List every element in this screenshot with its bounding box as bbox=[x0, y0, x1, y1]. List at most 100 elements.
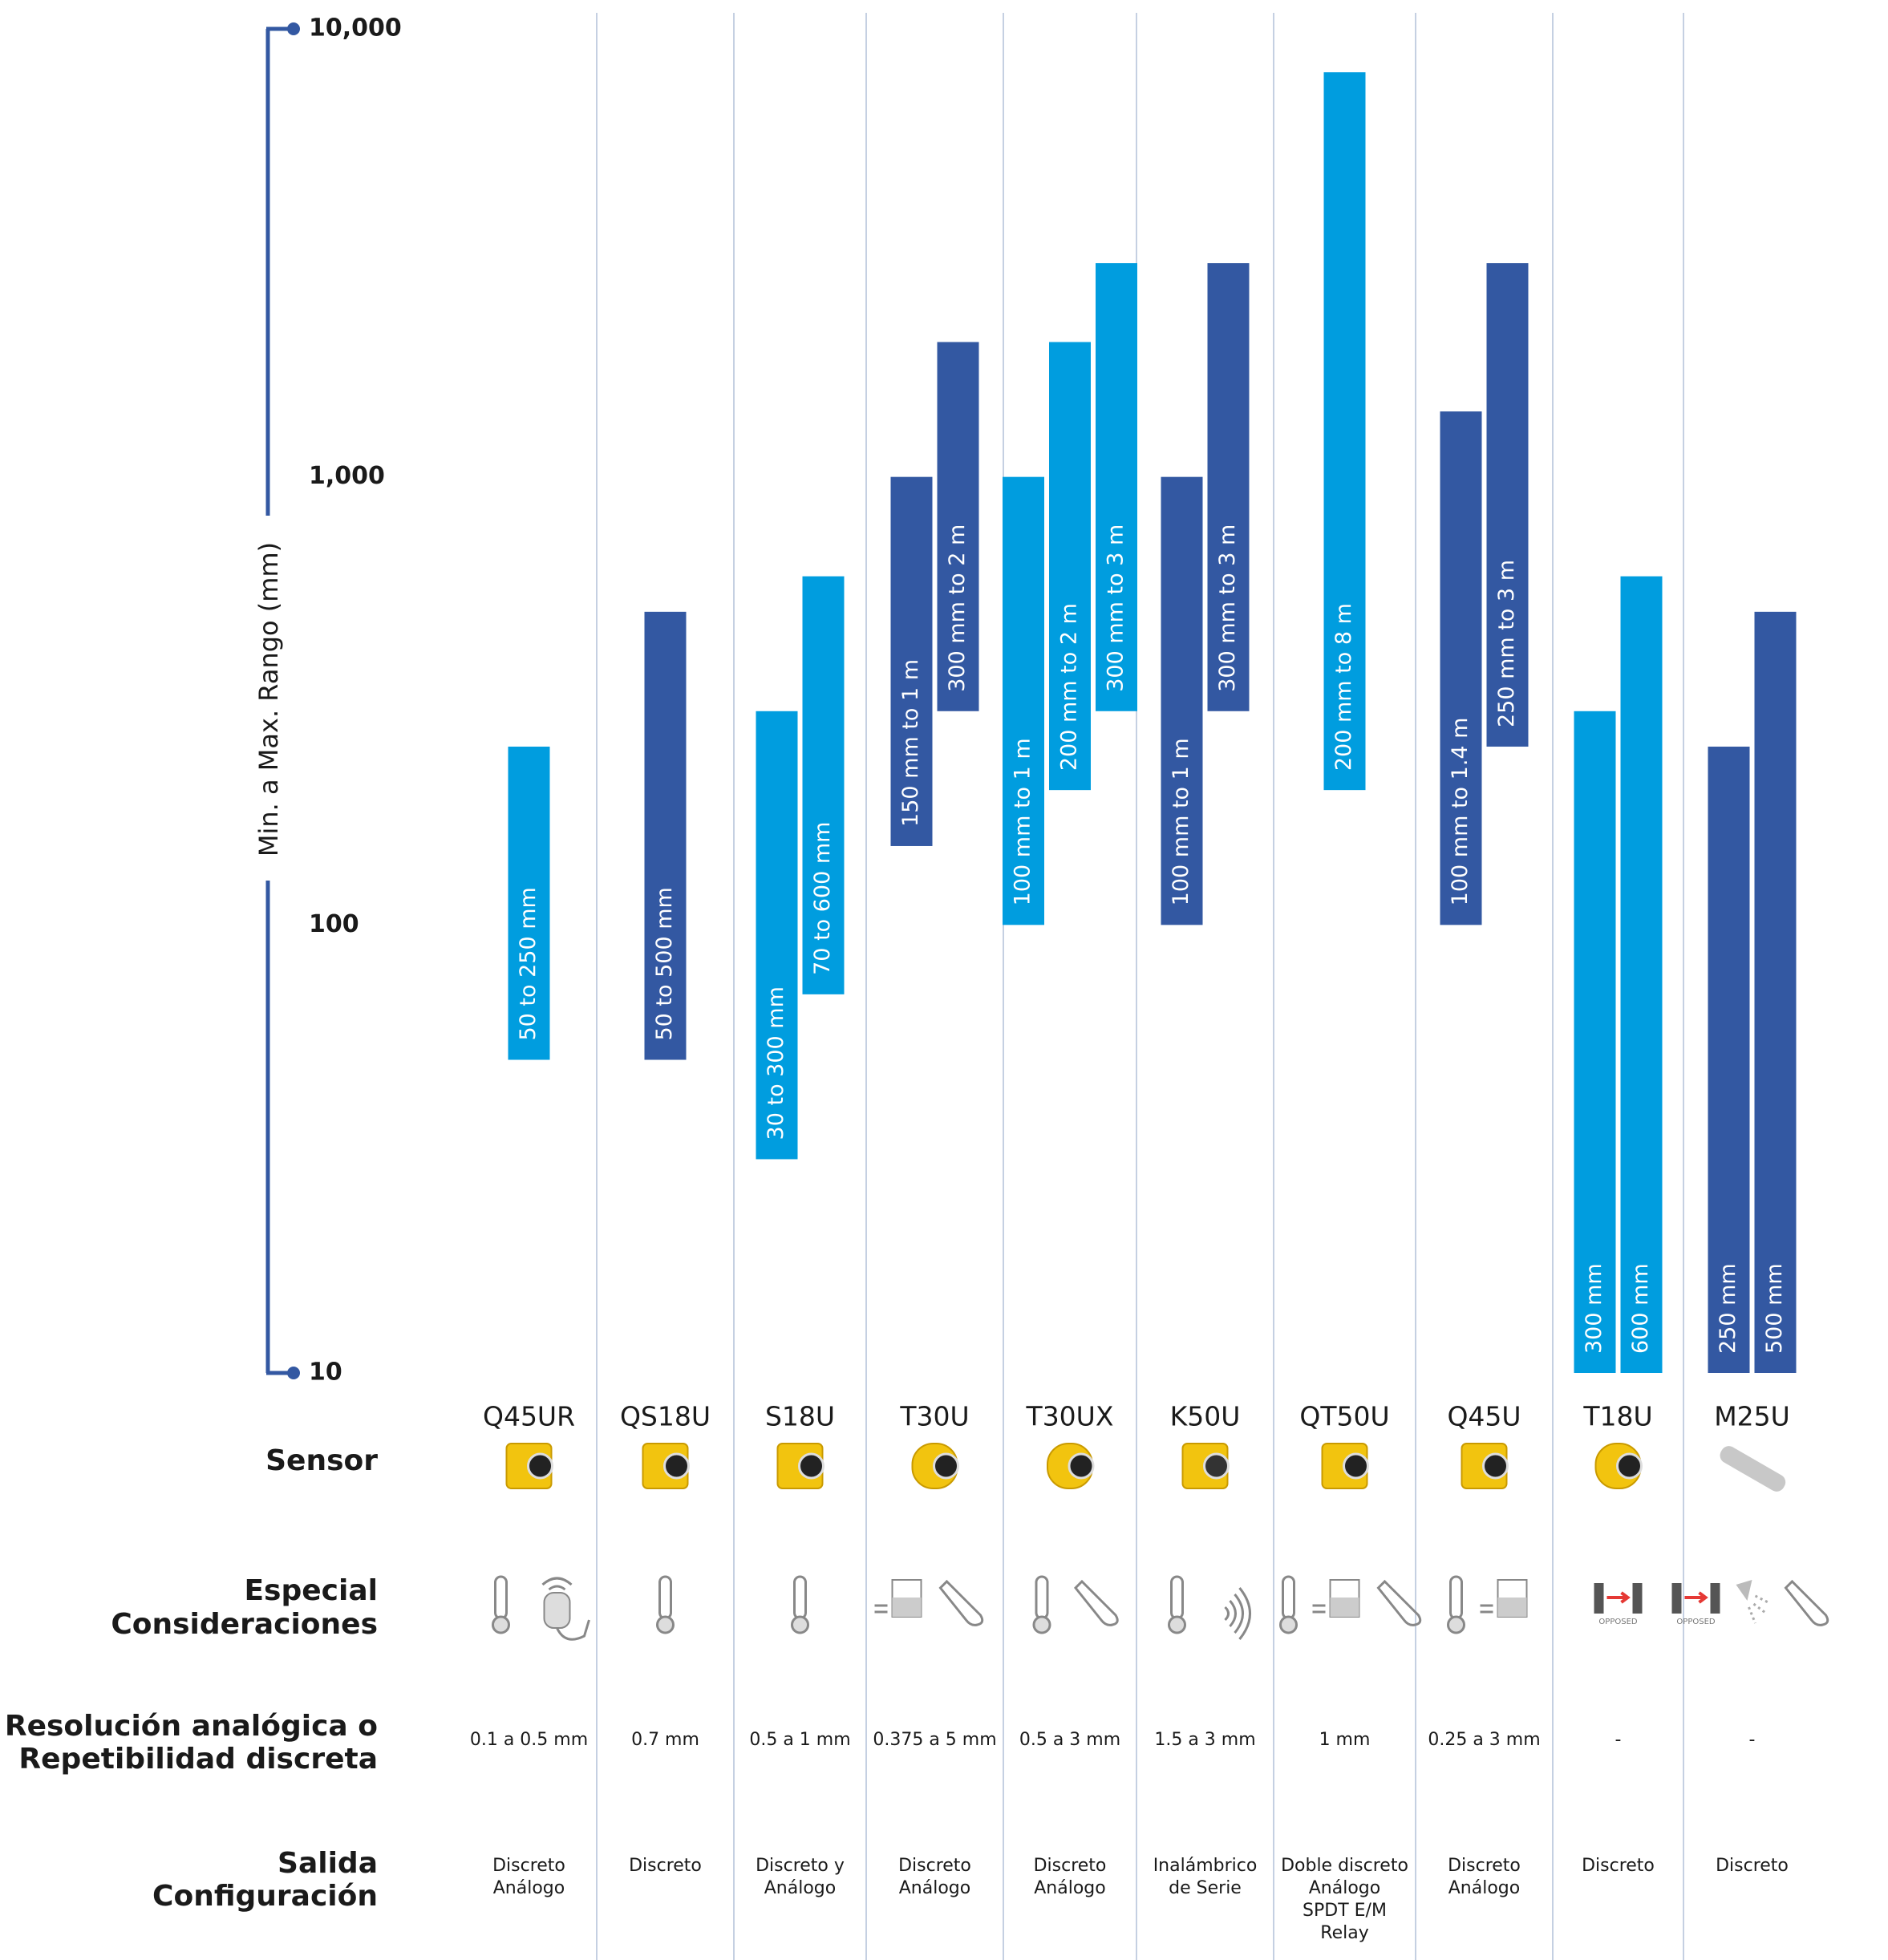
output: Discreto bbox=[1716, 1856, 1789, 1876]
thermo-bulb bbox=[492, 1615, 510, 1634]
opposed-right bbox=[1632, 1583, 1643, 1614]
icon-thermo bbox=[656, 1575, 675, 1634]
range-bar bbox=[1049, 342, 1091, 791]
output: Análogo bbox=[764, 1878, 836, 1898]
range-bar bbox=[1754, 611, 1797, 1373]
output: de Serie bbox=[1169, 1878, 1242, 1898]
tick-dot bbox=[287, 22, 300, 35]
product-face bbox=[1068, 1452, 1095, 1480]
bar-label: 50 to 500 mm bbox=[652, 887, 677, 1040]
spray-dots bbox=[1748, 1594, 1769, 1624]
thermo-body bbox=[494, 1575, 508, 1620]
range-bar bbox=[1161, 476, 1203, 925]
thermo-body bbox=[658, 1575, 672, 1620]
product-face bbox=[1343, 1452, 1369, 1480]
range-bar bbox=[1620, 576, 1663, 1373]
thermo-body bbox=[1282, 1575, 1295, 1620]
thermo-body bbox=[1449, 1575, 1463, 1620]
bar-label: 150 mm to 1 m bbox=[898, 659, 923, 827]
level-fill bbox=[892, 1598, 922, 1617]
resolution: 0.25 a 3 mm bbox=[1428, 1730, 1540, 1750]
resolution: 0.7 mm bbox=[631, 1730, 699, 1750]
output: Discreto bbox=[1582, 1856, 1655, 1876]
resolution: 1 mm bbox=[1319, 1730, 1371, 1750]
output: Discreto bbox=[1034, 1856, 1107, 1876]
bar-label: 300 mm to 3 m bbox=[1215, 524, 1240, 692]
range-bar bbox=[1323, 72, 1366, 791]
bar-label: 300 mm bbox=[1582, 1263, 1606, 1354]
bar-label: 500 mm bbox=[1762, 1263, 1787, 1354]
sensor-name: K50U bbox=[1170, 1401, 1241, 1432]
resolution: 1.5 a 3 mm bbox=[1154, 1730, 1255, 1750]
sensor-name: QT50U bbox=[1299, 1401, 1389, 1432]
sensor-name: T18U bbox=[1582, 1401, 1652, 1432]
opposed-arrow bbox=[1606, 1591, 1631, 1604]
level-arrows bbox=[874, 1604, 888, 1614]
thermo-bulb bbox=[1168, 1615, 1186, 1634]
sensor-name: T30U bbox=[899, 1401, 969, 1432]
row-label: Repetibilidad discreta bbox=[18, 1743, 378, 1776]
sensor-name: T30UX bbox=[1026, 1401, 1114, 1432]
bar-label: 250 mm bbox=[1716, 1263, 1740, 1354]
remote-body bbox=[543, 1592, 571, 1629]
icon-thermo bbox=[492, 1575, 510, 1634]
icon-tube bbox=[1073, 1579, 1119, 1626]
row-label: Especial bbox=[244, 1574, 378, 1607]
tube bbox=[1376, 1579, 1422, 1626]
row-label: Configuración bbox=[152, 1880, 378, 1913]
product-image bbox=[1720, 1446, 1786, 1492]
product-face bbox=[933, 1452, 959, 1480]
sensor-name: S18U bbox=[765, 1401, 835, 1432]
opposed-arrow bbox=[1684, 1591, 1708, 1604]
bar-label: 70 to 600 mm bbox=[810, 822, 835, 975]
row-label: Sensor bbox=[265, 1444, 378, 1477]
icon-thermo bbox=[1168, 1575, 1186, 1634]
level-fill bbox=[1330, 1598, 1359, 1617]
y-tick-label: 1,000 bbox=[309, 462, 385, 490]
opposed-right bbox=[1710, 1583, 1720, 1614]
tube bbox=[1073, 1579, 1119, 1626]
level-arrows bbox=[1480, 1604, 1493, 1614]
tick-dot bbox=[287, 1367, 300, 1379]
output: SPDT E/M bbox=[1303, 1901, 1387, 1921]
range-bar bbox=[802, 576, 845, 994]
range-bar bbox=[1486, 263, 1529, 747]
resolution: 0.5 a 1 mm bbox=[749, 1730, 850, 1750]
level-fill bbox=[1497, 1598, 1527, 1617]
output: Análogo bbox=[493, 1878, 565, 1898]
output: Discreto bbox=[629, 1856, 702, 1876]
product-face bbox=[527, 1452, 553, 1480]
resolution: 0.1 a 0.5 mm bbox=[470, 1730, 588, 1750]
range-bar bbox=[890, 476, 933, 846]
product-face bbox=[798, 1452, 824, 1480]
resolution: 0.5 a 3 mm bbox=[1019, 1730, 1120, 1750]
remote-waves bbox=[541, 1577, 573, 1591]
output: Análogo bbox=[1448, 1878, 1520, 1898]
sensor-name: QS18U bbox=[620, 1401, 711, 1432]
wave bbox=[1224, 1587, 1251, 1640]
bar-label: 100 mm to 1 m bbox=[1169, 738, 1193, 905]
opposed-text: OPPOSED bbox=[1598, 1618, 1637, 1626]
level-arrows bbox=[1312, 1604, 1326, 1614]
range-bar bbox=[1440, 411, 1482, 925]
icon-level bbox=[874, 1579, 922, 1618]
range-bar bbox=[937, 342, 979, 711]
output: Relay bbox=[1320, 1923, 1368, 1943]
sensor-name: Q45U bbox=[1447, 1401, 1521, 1432]
remote-cable bbox=[556, 1619, 590, 1641]
range-bar bbox=[508, 747, 550, 1060]
range-bar bbox=[1574, 711, 1616, 1373]
output: Análogo bbox=[899, 1878, 970, 1898]
thermo-bulb bbox=[656, 1615, 675, 1634]
sensor-name: M25U bbox=[1714, 1401, 1790, 1432]
icon-spray bbox=[1736, 1580, 1769, 1624]
spray bbox=[1736, 1580, 1752, 1601]
icon-opposed: OPPOSED bbox=[1671, 1583, 1720, 1626]
opposed-left bbox=[1671, 1583, 1682, 1614]
bar-label: 300 mm to 3 m bbox=[1104, 524, 1128, 692]
output: Inalámbrico bbox=[1153, 1856, 1258, 1876]
thermo-bulb bbox=[1447, 1615, 1465, 1634]
thermo-body bbox=[793, 1575, 807, 1620]
